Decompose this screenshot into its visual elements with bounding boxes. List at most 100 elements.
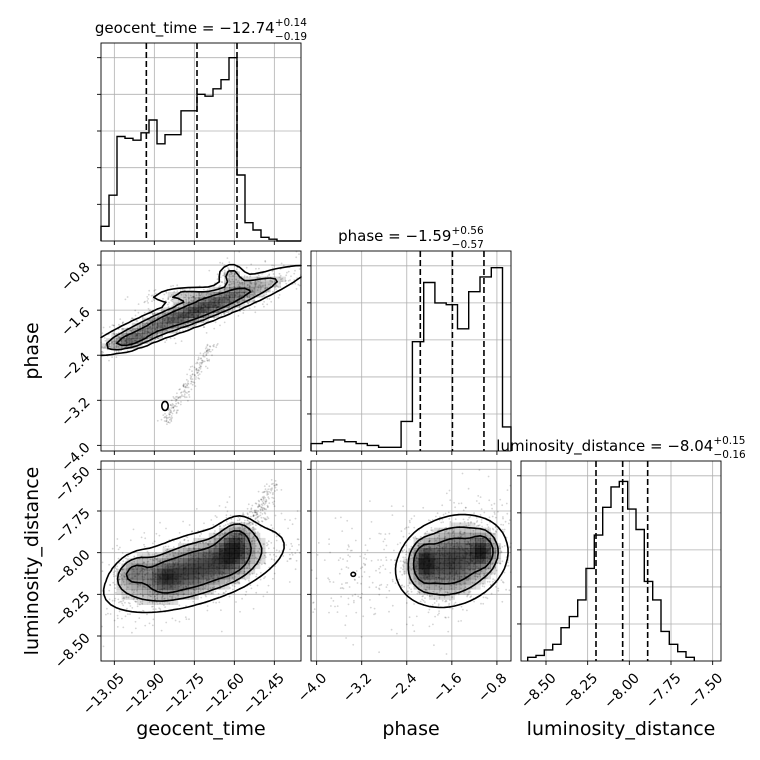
density-cell [434, 548, 440, 554]
scatter-point [286, 271, 288, 274]
scatter-point [217, 534, 220, 537]
scatter-point [184, 616, 187, 619]
scatter-point [495, 586, 497, 588]
density-cell [147, 578, 153, 585]
scatter-point [280, 262, 283, 265]
scatter-point [139, 338, 142, 340]
scatter-point [144, 569, 146, 571]
density-cell [470, 543, 476, 549]
scatter-point [205, 541, 207, 544]
scatter-point [353, 601, 355, 604]
density-cell [167, 553, 174, 559]
density-cell [177, 573, 184, 580]
scatter-point [223, 272, 226, 275]
scatter-point [182, 385, 185, 388]
scatter-point [294, 269, 296, 272]
scatter-point [193, 381, 196, 384]
scatter-point [262, 543, 265, 546]
scatter-point [155, 552, 157, 555]
scatter-point [152, 294, 154, 297]
scatter-point [272, 503, 275, 506]
scatter-point [430, 527, 433, 529]
scatter-point [194, 297, 197, 300]
scatter-point [138, 617, 141, 619]
scatter-point [121, 579, 124, 581]
scatter-point [253, 300, 256, 302]
scatter-point [104, 347, 106, 349]
scatter-point [143, 312, 146, 314]
scatter-point [277, 296, 280, 299]
scatter-point [161, 308, 163, 311]
scatter-point [265, 500, 268, 502]
scatter-point [154, 598, 157, 601]
scatter-point [263, 491, 266, 493]
density-cell [188, 578, 194, 585]
scatter-point [215, 516, 218, 519]
scatter-point [466, 609, 468, 612]
scatter-point [197, 590, 200, 593]
density-cell [208, 548, 215, 554]
density-cell [218, 578, 225, 585]
scatter-point [242, 512, 245, 515]
density-cell [198, 292, 204, 298]
scatter-point [140, 567, 143, 570]
scatter-point [503, 545, 506, 547]
scatter-point [254, 285, 257, 288]
density-cell [177, 302, 184, 308]
scatter-point [275, 555, 277, 558]
scatter-point [241, 299, 244, 302]
scatter-point [147, 572, 149, 574]
scatter-point [501, 504, 504, 507]
scatter-point [190, 296, 193, 299]
scatter-point [136, 605, 139, 608]
scatter-point [258, 284, 261, 286]
scatter-point [136, 583, 139, 586]
scatter-point [481, 585, 484, 588]
scatter-point [390, 505, 393, 507]
scatter-point [127, 596, 130, 599]
scatter-point [143, 543, 145, 546]
scatter-point [505, 588, 507, 591]
scatter-point [198, 377, 201, 380]
scatter-point [272, 492, 274, 494]
scatter-point [334, 517, 337, 519]
density-cell [162, 327, 168, 334]
scatter-point [177, 397, 179, 399]
scatter-point [451, 607, 454, 610]
scatter-point [101, 350, 103, 353]
scatter-point [205, 293, 208, 296]
scatter-point [295, 288, 298, 290]
scatter-point [201, 588, 204, 590]
scatter-point [254, 511, 257, 514]
scatter-point [272, 273, 275, 275]
scatter-point [385, 586, 388, 588]
scatter-point [242, 528, 245, 531]
scatter-point [433, 644, 435, 647]
scatter-point [122, 334, 124, 336]
scatter-point [250, 515, 252, 518]
density-cell [188, 322, 194, 329]
scatter-point [123, 574, 125, 577]
scatter-point [173, 290, 176, 293]
scatter-point [253, 509, 256, 512]
density-cell [121, 343, 127, 349]
density-cell [249, 292, 256, 298]
scatter-point [176, 284, 179, 287]
histogram-step-luminosity_distance [527, 480, 695, 661]
scatter-point [275, 484, 278, 486]
density-cell [434, 573, 440, 580]
scatter-point [161, 596, 163, 599]
density-cell [454, 573, 461, 580]
density-cell [147, 317, 153, 324]
scatter-point [239, 285, 241, 288]
density-cell [203, 302, 210, 308]
density-cell [193, 297, 199, 303]
density-cell [177, 558, 184, 564]
scatter-point [120, 584, 122, 586]
scatter-point [148, 569, 151, 572]
scatter-point [275, 535, 278, 538]
scatter-point [340, 595, 342, 598]
scatter-point [252, 514, 255, 516]
scatter-point [488, 580, 491, 583]
scatter-point [461, 472, 464, 475]
